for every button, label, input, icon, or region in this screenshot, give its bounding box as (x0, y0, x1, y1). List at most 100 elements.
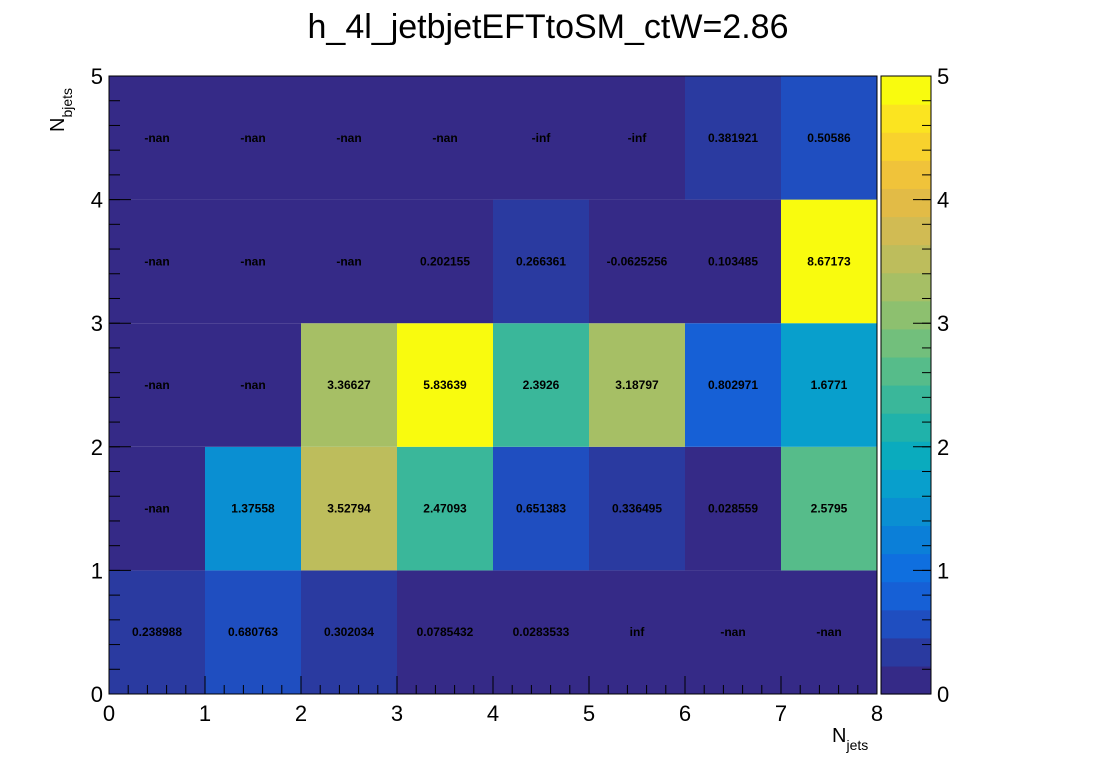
color-scale-band (881, 497, 931, 527)
cell-value-label: -nan (720, 625, 745, 639)
heatmap-cell (781, 323, 877, 447)
cell-value-label: -nan (816, 625, 841, 639)
heatmap-cell (397, 199, 493, 324)
cell-value-label: 0.651383 (516, 502, 566, 516)
cell-value-label: 0.0283533 (513, 625, 570, 639)
cell-value-label: -inf (532, 131, 552, 145)
heatmap-cell (301, 446, 397, 571)
heatmap-cell (589, 570, 685, 694)
heatmap-cell (397, 446, 493, 571)
color-scale-band (881, 609, 931, 639)
y-tick-label: 3 (91, 311, 103, 336)
heatmap-cell (397, 76, 493, 200)
cell-value-label: inf (630, 625, 646, 639)
heatmap-cell (109, 76, 205, 200)
cell-value-label: 0.680763 (228, 625, 278, 639)
heatmap-cell (781, 446, 877, 571)
heatmap-cell (205, 570, 301, 694)
x-tick-label: 3 (391, 701, 403, 726)
color-scale-tick-label: 3 (937, 311, 949, 336)
heatmap-cell (589, 323, 685, 447)
heatmap-cell (205, 199, 301, 324)
x-tick-label: 8 (871, 701, 883, 726)
cell-value-label: -inf (628, 131, 648, 145)
cell-value-label: 0.202155 (420, 254, 470, 268)
x-tick-label: 6 (679, 701, 691, 726)
color-scale-band (881, 104, 931, 133)
color-scale-band (881, 132, 931, 161)
cell-value-label: 0.381921 (708, 131, 758, 145)
color-scale-band (881, 413, 931, 442)
heatmap-cell (493, 446, 589, 571)
heatmap-cell (685, 323, 781, 447)
x-axis-label-sub: jets (845, 737, 868, 753)
cell-value-label: 3.52794 (327, 502, 371, 516)
color-scale-band (881, 469, 931, 498)
y-tick-label: 4 (91, 188, 103, 213)
color-scale-tick-label: 0 (937, 682, 949, 707)
cell-value-label: -nan (336, 254, 361, 268)
heatmap-cell (205, 323, 301, 447)
heatmap-cell (493, 199, 589, 324)
heatmap-cell (589, 76, 685, 200)
heatmap-cell (109, 446, 205, 571)
color-scale-band (881, 441, 931, 470)
cell-value-label: 0.0785432 (417, 625, 474, 639)
cell-value-label: 0.802971 (708, 378, 758, 392)
heatmap-cell (397, 570, 493, 694)
cell-value-label: -nan (240, 378, 265, 392)
heatmap-cell (493, 323, 589, 447)
cell-value-label: 1.37558 (231, 502, 275, 516)
cell-value-label: 0.336495 (612, 502, 662, 516)
heatmap-cell (493, 76, 589, 200)
cell-value-label: 0.50586 (807, 131, 851, 145)
x-tick-label: 2 (295, 701, 307, 726)
color-scale-frame (880, 75, 932, 695)
cell-value-label: -nan (240, 131, 265, 145)
color-scale-band (881, 76, 931, 105)
heatmap-cell (109, 570, 205, 694)
y-tick-label: 2 (91, 435, 103, 460)
heatmap-cell (589, 199, 685, 324)
color-scale-tick-label: 1 (937, 558, 949, 583)
heatmap-cell (781, 199, 877, 324)
y-axis: 0 1 2 3 4 5 (91, 64, 131, 707)
x-axis-label: Njets (832, 725, 868, 753)
heatmap-cell (301, 570, 397, 694)
cell-value-label: 0.266361 (516, 254, 566, 268)
color-scale-band (881, 188, 931, 218)
color-scale-band (881, 216, 931, 246)
y-tick-label: 0 (91, 682, 103, 707)
y-tick-label: 1 (91, 558, 103, 583)
cell-value-label: 0.103485 (708, 254, 758, 268)
heatmap-cell (685, 199, 781, 324)
heatmap-cell (589, 446, 685, 571)
chart-title: h_4l_jetbjetEFTtoSM_ctW=2.86 (308, 8, 789, 46)
heatmap-cells: 0.238988 0.680763 0.302034 0.0785432 0.02835… (109, 76, 877, 694)
cell-value-label: 8.67173 (807, 254, 851, 268)
heatmap-cell (685, 570, 781, 694)
color-scale-band (881, 300, 931, 330)
heatmap-cell (109, 323, 205, 447)
x-tick-label: 5 (583, 701, 595, 726)
cell-value-label: 2.5795 (811, 502, 848, 516)
cell-value-label: -nan (144, 131, 169, 145)
color-scale-band (881, 581, 931, 611)
x-tick-label: 7 (775, 701, 787, 726)
heatmap-cell (205, 76, 301, 200)
heatmap-cell (301, 323, 397, 447)
color-scale-tick-label: 2 (937, 435, 949, 460)
heatmap-cell (397, 323, 493, 447)
cell-value-label: 2.3926 (523, 378, 560, 392)
x-tick-label: 0 (103, 701, 115, 726)
heatmap-cell (685, 76, 781, 200)
heatmap-cell (685, 446, 781, 571)
color-scale (880, 75, 932, 695)
heatmap-cell (205, 446, 301, 571)
color-scale-band (881, 553, 931, 583)
cell-value-label: -0.0625256 (607, 254, 668, 268)
color-scale-band (881, 356, 931, 386)
color-scale-band (881, 525, 931, 555)
cell-value-label: 3.36627 (327, 378, 371, 392)
